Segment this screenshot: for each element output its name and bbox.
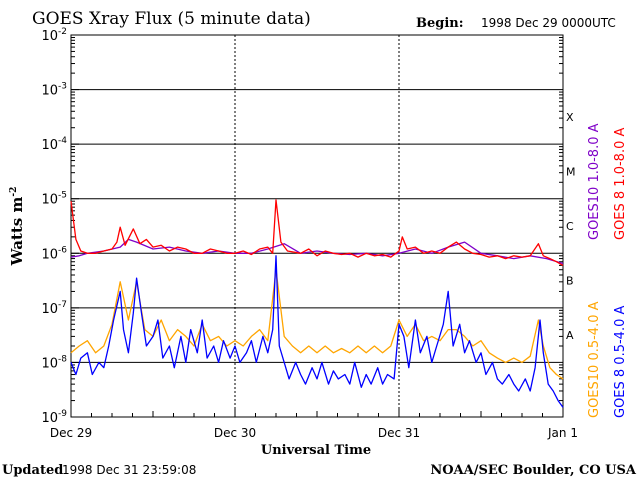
flare-class-label: B [566, 275, 574, 288]
flare-class-label: A [566, 329, 574, 342]
y-tick-label: 10-9 [41, 409, 67, 426]
legend-goes10-long: GOES10 1.0-8.0 A [587, 123, 602, 240]
updated-label: Updated [2, 463, 63, 478]
x-tick-label: Dec 31 [378, 426, 420, 440]
chart-title: GOES Xray Flux (5 minute data) [32, 9, 311, 29]
plot-frame [70, 34, 564, 418]
y-tick-label: 10-2 [41, 27, 67, 44]
x-axis-label: Universal Time [261, 443, 371, 458]
y-tick-label: 10-6 [41, 245, 67, 262]
begin-value: 1998 Dec 29 0000UTC [481, 16, 616, 30]
flare-class-label: M [566, 165, 576, 178]
y-axis-label-group: Watts m-2 [8, 187, 26, 267]
label-layer: 10-9 10-8 10-7 10-6 10-5 10-4 10-3 10-2 Dec 29 De… [41, 27, 578, 440]
footer-credit: NOAA/SEC Boulder, CO USA [430, 463, 637, 478]
legend-goes10-short: GOES10 0.5-4.0 A [587, 301, 602, 418]
flare-class-label: X [566, 111, 574, 124]
legend-goes8-short: GOES 8 0.5-4.0 A [613, 306, 628, 418]
y-axis-label: Watts m-2 [8, 187, 26, 267]
x-tick-label: Jan 1 [547, 426, 578, 440]
begin-label: Begin: [416, 16, 464, 31]
y-tick-label: 10-5 [41, 191, 67, 208]
x-tick-label: Dec 29 [50, 426, 92, 440]
series-layer [70, 199, 564, 408]
y-tick-label: 10-7 [41, 300, 67, 317]
legend-goes8-long: GOES 8 1.0-8.0 A [613, 128, 628, 240]
legend-column-1: GOES10 1.0-8.0 A GOES10 0.5-4.0 A [587, 123, 602, 418]
x-tick-label: Dec 30 [214, 426, 256, 440]
series-line-1 [70, 199, 564, 266]
grid-layer [71, 35, 563, 417]
legend-column-2: GOES 8 1.0-8.0 A GOES 8 0.5-4.0 A [613, 128, 628, 418]
series-line-3 [70, 255, 564, 408]
flare-class-label: C [566, 220, 574, 233]
y-tick-label: 10-4 [41, 136, 67, 153]
y-tick-label: 10-3 [41, 82, 67, 99]
updated-value: 1998 Dec 31 23:59:08 [62, 463, 196, 477]
series-line-0 [70, 238, 564, 265]
tick-layer [70, 34, 564, 418]
y-tick-label: 10-8 [41, 354, 67, 371]
